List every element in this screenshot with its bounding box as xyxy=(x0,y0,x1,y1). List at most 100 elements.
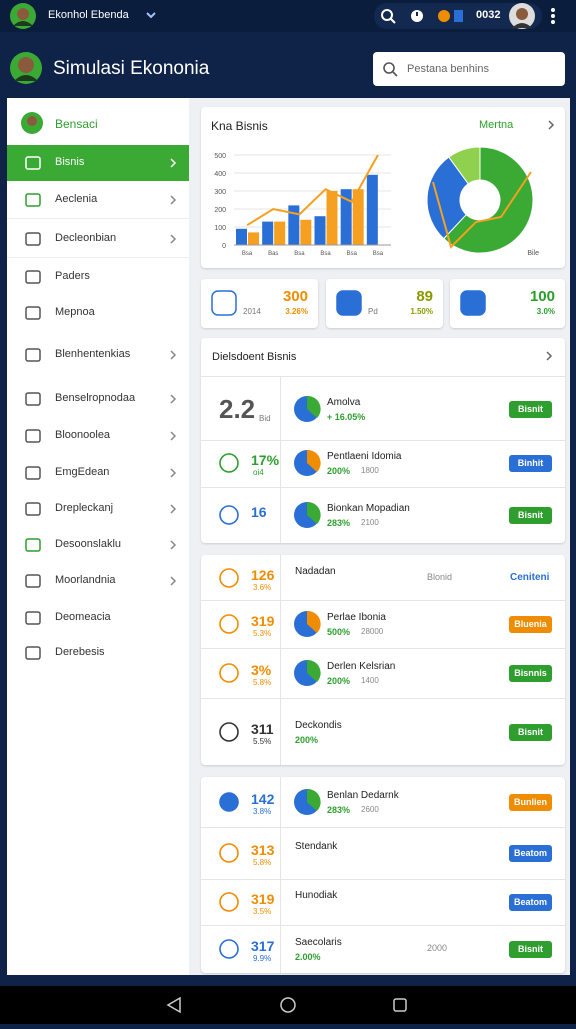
row-change: 200% xyxy=(327,466,351,476)
y-tick-label: 400 xyxy=(214,171,226,178)
list-row: 126 3.6% Nadadan Blonid Ceniteni xyxy=(201,555,565,601)
x-tick-label: Bsa xyxy=(320,251,331,257)
row-button[interactable]: Bisnit xyxy=(509,400,552,418)
sidebar-item[interactable]: Mepnoa xyxy=(7,295,189,331)
row-pie xyxy=(294,788,321,815)
divider xyxy=(280,487,281,543)
row-value: 311 xyxy=(251,720,274,737)
item-label: Moorlandnia xyxy=(55,574,116,586)
row-button[interactable]: Bluenia xyxy=(509,616,552,633)
row-title: Pentlaeni Idomia xyxy=(327,451,402,462)
row-title: Stendank xyxy=(295,841,338,852)
list-row: 317 9.9% Saecolaris 2.00% 2000 Bisnit xyxy=(201,925,565,973)
stat-card: 100 3.0% xyxy=(450,279,565,328)
row-title: Derlen Kelsrian xyxy=(327,661,396,672)
row-amount: 1800 xyxy=(361,466,379,475)
search-box[interactable]: Pestana benhins xyxy=(373,52,565,86)
sidebar-item[interactable]: Derebesis xyxy=(7,635,189,671)
row-button[interactable]: Binhit xyxy=(509,455,552,472)
charts: 0 100 200 300 400 500 Bsa Bas Bsa Bsa Bsa Bsa Bile xyxy=(214,146,539,257)
bar xyxy=(248,232,259,245)
sidebar-item[interactable]: Blenhentenkias xyxy=(7,337,189,373)
icon-shape xyxy=(25,392,41,406)
icon-shape xyxy=(219,614,239,634)
card-link[interactable]: Mertna xyxy=(479,119,514,131)
bar xyxy=(300,219,312,245)
sidebar-item[interactable]: Paders xyxy=(7,259,189,295)
divider xyxy=(280,555,281,600)
stat-value: 100 xyxy=(529,288,555,305)
row-button[interactable]: Bisnnis xyxy=(509,665,552,682)
sidebar-item[interactable]: Deomeacia xyxy=(7,600,189,636)
item-label: Drepleckanj xyxy=(55,502,114,514)
row-button[interactable]: Bisnit xyxy=(509,507,552,524)
sidebar-item[interactable]: Bisnis xyxy=(7,145,189,181)
row-button[interactable]: Bunlien xyxy=(509,794,552,811)
icon-shape xyxy=(25,611,41,625)
item-icon xyxy=(25,270,41,284)
item-icon xyxy=(25,429,41,443)
row-button[interactable]: Bisnit xyxy=(509,723,552,741)
row-link[interactable]: Ceniteni xyxy=(510,571,550,583)
bar xyxy=(274,221,286,245)
icon-shape xyxy=(25,306,41,320)
item-icon xyxy=(25,574,41,588)
item-label: Derebesis xyxy=(55,646,105,658)
row-sub: 3.6% xyxy=(253,582,272,592)
chevron-line xyxy=(170,431,177,441)
sidebar-item[interactable]: Desoonslaklu xyxy=(7,527,189,563)
sidebar-item[interactable]: Bloonoolea xyxy=(7,418,189,454)
status-icons xyxy=(381,9,463,24)
row-button[interactable]: Beatom xyxy=(509,845,552,862)
sidebar-item[interactable]: Aeclenia xyxy=(7,182,189,219)
donut-segment xyxy=(443,146,534,254)
row-value: 2.2 xyxy=(219,393,256,424)
list-card: 126 3.6% Nadadan Blonid Ceniteni 319 5.3% Perla… xyxy=(201,555,565,765)
avatar[interactable] xyxy=(508,2,536,30)
item-label: Mepnoa xyxy=(55,306,95,318)
stat-change: 3.26% xyxy=(285,307,308,316)
row-title: Saecolaris xyxy=(295,937,342,948)
donut-segment xyxy=(448,146,481,185)
item-icon xyxy=(25,611,41,625)
sidebar-item[interactable]: Moorlandnia xyxy=(7,563,189,599)
chevron-line xyxy=(170,158,177,168)
profile-name[interactable]: Bensaci xyxy=(55,117,98,131)
icon-shape xyxy=(219,721,239,742)
x-tick-label: Bsa xyxy=(242,251,253,257)
row-sub: 5.3% xyxy=(253,629,272,638)
stat-icon xyxy=(211,290,237,316)
sidebar-item[interactable]: Drepleckanj xyxy=(7,491,189,527)
icon-shape xyxy=(25,193,41,207)
icon-shape xyxy=(219,663,239,683)
icon-shape xyxy=(336,290,362,316)
close-icon xyxy=(546,351,553,361)
row-button[interactable]: Bisnit xyxy=(509,941,552,958)
divider xyxy=(280,698,281,765)
row-pie xyxy=(294,449,321,476)
stat-value: 300 xyxy=(282,288,308,305)
chevron[interactable] xyxy=(145,10,157,20)
sidebar-item[interactable]: EmgEdean xyxy=(7,455,189,491)
icon-shape xyxy=(25,270,41,284)
account-name[interactable]: Ekonhol Ebenda xyxy=(48,9,129,21)
item-icon xyxy=(25,306,41,320)
menu[interactable] xyxy=(548,6,558,26)
chevron xyxy=(170,158,177,168)
row-title: Nadadan xyxy=(295,565,336,577)
chevron-line xyxy=(170,576,177,586)
sidebar-item[interactable]: Benselropnodaa xyxy=(7,381,189,417)
nav-buttons[interactable] xyxy=(0,986,576,1024)
row-sub: 5.5% xyxy=(253,736,272,746)
icon-shape xyxy=(25,466,41,480)
row-sub: Bid xyxy=(259,413,271,423)
row-sub: 3.8% xyxy=(253,807,272,816)
chevron xyxy=(170,234,177,244)
item-label: Desoonslaklu xyxy=(55,538,122,550)
row-button[interactable]: Beatom xyxy=(509,894,552,911)
row-value: 3% xyxy=(251,662,272,678)
sidebar-item[interactable]: Decleonbian xyxy=(7,221,189,258)
row-change: 200% xyxy=(327,676,351,686)
bar xyxy=(340,189,352,245)
chevron-line xyxy=(546,351,553,361)
